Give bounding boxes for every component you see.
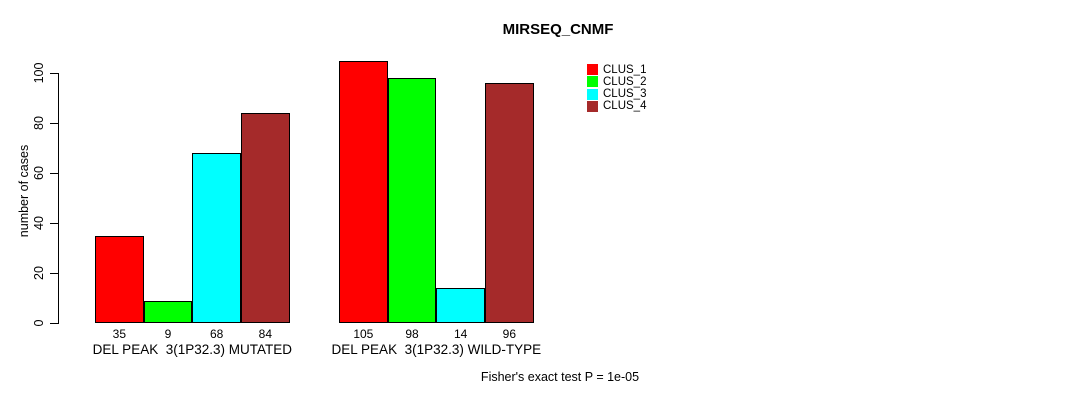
bar-value-label: 35: [112, 327, 127, 341]
category-label: DEL PEAK 3(1P32.3) WILD-TYPE: [331, 342, 542, 357]
legend-label: CLUS_3: [603, 88, 647, 101]
y-tick-label: 80: [32, 116, 46, 130]
bar-value-label: 105: [353, 327, 374, 341]
bar-value-label: 9: [164, 327, 172, 341]
bar-clus_4-group2: [485, 83, 534, 323]
y-tick: [50, 273, 58, 274]
y-tick-label: 40: [32, 216, 46, 230]
legend-swatch-clus_2: [587, 76, 598, 88]
y-tick: [50, 123, 58, 124]
legend-label: CLUS_1: [603, 63, 647, 76]
bar-clus_1-group1: [95, 235, 144, 323]
y-tick-label: 0: [32, 319, 46, 327]
legend-swatch-clus_3: [587, 88, 598, 100]
legend-swatch-clus_4: [587, 100, 598, 112]
bar-value-label: 14: [453, 327, 468, 341]
y-tick: [50, 73, 58, 74]
fisher-test-annotation: Fisher's exact test P = 1e-05: [480, 370, 640, 384]
y-tick-label: 20: [32, 266, 46, 280]
legend-label: CLUS_4: [603, 100, 647, 113]
bar-clus_3-group2: [436, 288, 485, 323]
bar-clus_2-group1: [143, 300, 193, 323]
y-tick-label: 60: [32, 166, 46, 180]
bar-clus_2-group2: [387, 78, 437, 323]
bar-value-label: 98: [405, 327, 419, 341]
category-label: DEL PEAK 3(1P32.3) MUTATED: [92, 342, 292, 357]
bar-clus_1-group2: [339, 60, 388, 323]
legend-swatch-clus_1: [587, 64, 598, 75]
bar-value-label: 68: [209, 327, 224, 341]
y-axis-label: number of cases: [17, 144, 31, 238]
bar-clus_4-group1: [241, 113, 290, 323]
legend-label: CLUS_2: [603, 75, 647, 88]
y-tick: [50, 323, 58, 324]
y-tick: [50, 223, 58, 224]
bar-value-label: 96: [502, 327, 517, 341]
bar-clus_3-group1: [192, 153, 241, 323]
y-tick: [50, 173, 58, 174]
chart-title: MIRSEQ_CNMF: [502, 21, 614, 38]
bar-value-label: 84: [258, 327, 273, 341]
y-tick-label: 100: [32, 62, 46, 84]
y-axis-line: [58, 73, 59, 324]
